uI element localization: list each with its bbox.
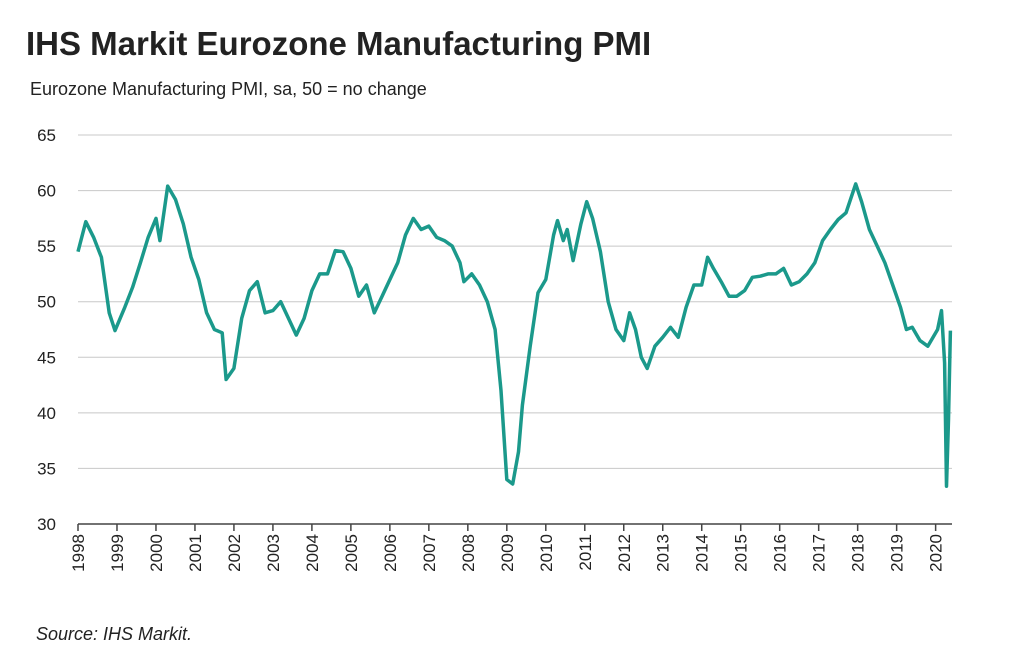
x-tick-label: 1998 [69, 534, 88, 572]
x-tick-label: 2016 [771, 534, 790, 572]
x-tick-label: 2010 [537, 534, 556, 572]
x-tick-label: 2013 [654, 534, 673, 572]
data-line [76, 182, 953, 488]
y-tick-label: 40 [37, 404, 56, 423]
x-tick-label: 2003 [264, 534, 283, 572]
x-tick-label: 2019 [888, 534, 907, 572]
chart-title: IHS Markit Eurozone Manufacturing PMI [26, 25, 651, 62]
x-tick-label: 2008 [459, 534, 478, 572]
x-tick-label: 2005 [342, 534, 361, 572]
source-note: Source: IHS Markit. [36, 624, 192, 644]
x-tick-label: 2014 [693, 534, 712, 572]
y-tick-label: 45 [37, 348, 56, 367]
x-tick-label: 2017 [810, 534, 829, 572]
x-tick-label: 2002 [225, 534, 244, 572]
x-tick-label: 2009 [498, 534, 517, 572]
x-tick-label: 2007 [420, 534, 439, 572]
x-tick-label: 2004 [303, 534, 322, 572]
x-tick-label: 2011 [576, 534, 595, 571]
y-tick-label: 65 [37, 126, 56, 145]
y-tick-label: 30 [37, 515, 56, 534]
x-tick-label: 1999 [108, 534, 127, 572]
x-tick-label: 2015 [732, 534, 751, 572]
y-tick-label: 55 [37, 237, 56, 256]
x-tick-label: 2006 [381, 534, 400, 572]
x-tick-label: 2012 [615, 534, 634, 572]
x-tick-label: 2018 [849, 534, 868, 572]
y-tick-label: 35 [37, 459, 56, 478]
x-tick-label: 2020 [927, 534, 946, 572]
y-tick-label: 50 [37, 293, 56, 312]
chart-subtitle: Eurozone Manufacturing PMI, sa, 50 = no … [30, 79, 427, 99]
x-tick-label: 2000 [147, 534, 166, 572]
y-tick-label: 60 [37, 182, 56, 201]
x-tick-label: 2001 [186, 534, 205, 572]
